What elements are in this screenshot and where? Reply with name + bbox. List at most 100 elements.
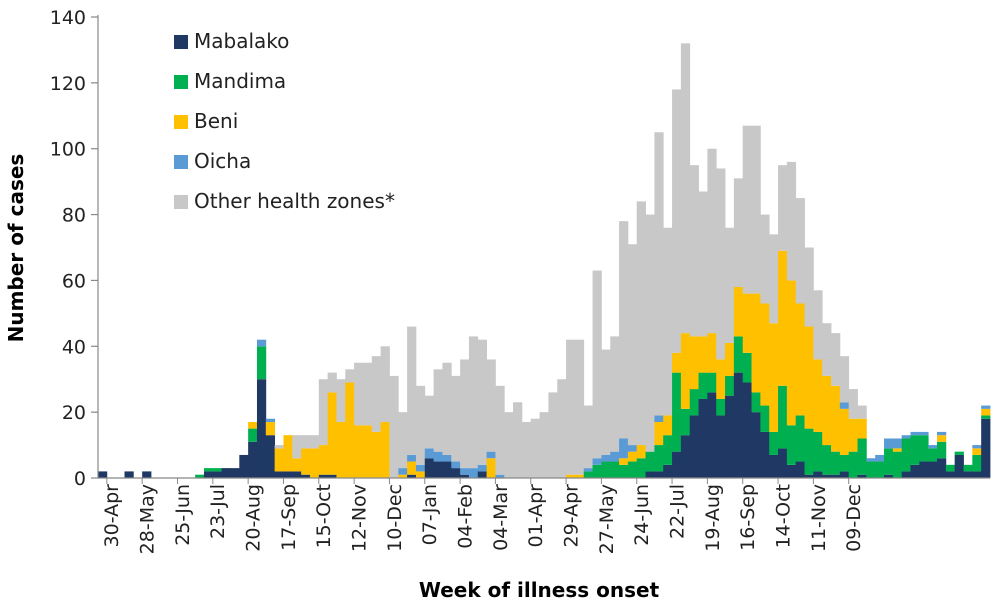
bar-mandima-week-81 xyxy=(813,431,823,472)
bar-beni-week-23 xyxy=(301,448,311,475)
bar-mandima-week-84 xyxy=(839,454,850,472)
bar-mandima-week-69 xyxy=(707,372,717,393)
bar-mabalako-week-91 xyxy=(901,471,911,478)
bar-mandima-week-100 xyxy=(981,415,991,419)
bar-mabalako-week-92 xyxy=(910,464,920,478)
bar-mandima-week-17 xyxy=(248,428,258,442)
bar-oicha-week-44 xyxy=(486,451,496,459)
x-tick-label-16-Sep: 16-Sep xyxy=(737,484,759,551)
bar-other-health-zones-week-26 xyxy=(327,372,337,393)
bar-mandima-week-12 xyxy=(203,468,214,472)
bar-mabalako-week-22 xyxy=(292,471,302,478)
bar-mabalako-week-65 xyxy=(672,451,682,478)
bar-beni-week-68 xyxy=(698,336,708,373)
bar-beni-week-27 xyxy=(336,422,346,478)
x-tick-label-30-Apr: 30-Apr xyxy=(101,484,123,548)
bar-mandima-week-99 xyxy=(972,454,982,472)
bar-beni-week-90 xyxy=(892,448,903,452)
bar-mandima-week-70 xyxy=(716,398,726,416)
bar-oicha-week-99 xyxy=(972,445,982,449)
bar-beni-week-19 xyxy=(265,422,276,436)
x-tick-label-14-Oct: 14-Oct xyxy=(773,484,795,548)
bar-beni-week-85 xyxy=(848,418,858,452)
bar-beni-week-79 xyxy=(795,303,805,416)
legend-swatch-oicha xyxy=(174,155,188,169)
bar-beni-week-86 xyxy=(857,418,867,439)
bar-mandima-week-62 xyxy=(645,451,655,472)
bar-other-health-zones-week-82 xyxy=(822,323,832,376)
bar-mabalako-week-12 xyxy=(203,471,214,478)
bar-mabalako-week-16 xyxy=(239,454,249,478)
bar-beni-week-54 xyxy=(574,474,585,478)
bar-other-health-zones-week-39 xyxy=(442,362,452,455)
bar-beni-week-81 xyxy=(813,359,823,432)
bar-mandima-week-18 xyxy=(256,346,267,380)
bar-other-health-zones-week-58 xyxy=(610,336,620,452)
y-tick-label-120: 120 xyxy=(50,73,86,95)
bar-other-health-zones-week-46 xyxy=(504,412,514,478)
bar-mabalako-week-18 xyxy=(256,379,267,478)
axes-layer: 0 20 40 60 80 100 120 140 30-Apr 28-May 25-Jun 23-J… xyxy=(50,7,990,554)
bar-other-health-zones-week-49 xyxy=(530,418,540,478)
bar-other-health-zones-week-24 xyxy=(309,435,320,449)
bar-mandima-week-82 xyxy=(822,445,832,475)
bar-mandima-week-61 xyxy=(636,458,646,478)
x-tick-label-11-Nov: 11-Nov xyxy=(808,484,830,552)
bar-other-health-zones-week-43 xyxy=(477,339,487,465)
bar-mabalako-week-35 xyxy=(407,474,417,478)
bar-beni-week-99 xyxy=(972,448,982,455)
bar-beni-week-59 xyxy=(619,458,629,465)
bar-mandima-week-58 xyxy=(610,461,620,478)
bar-mabalako-week-86 xyxy=(857,474,867,478)
bar-oicha-week-63 xyxy=(654,415,664,423)
bar-mabalako-week-94 xyxy=(928,461,938,478)
bar-oicha-week-43 xyxy=(477,464,487,472)
bar-oicha-week-95 xyxy=(937,431,947,436)
x-tick-label-28-May: 28-May xyxy=(137,484,159,554)
bar-oicha-week-39 xyxy=(442,454,452,462)
bar-mandima-week-91 xyxy=(901,438,911,472)
bar-mandima-week-78 xyxy=(786,425,797,465)
bar-beni-week-82 xyxy=(822,375,832,446)
bar-oicha-week-41 xyxy=(460,468,470,475)
bar-mandima-week-63 xyxy=(654,445,664,472)
bar-mabalako-week-21 xyxy=(283,471,293,478)
bar-other-health-zones-week-70 xyxy=(716,168,726,360)
bar-other-health-zones-week-57 xyxy=(601,349,611,455)
bar-other-health-zones-week-77 xyxy=(778,165,788,251)
x-tick-label-25-Jun: 25-Jun xyxy=(172,484,194,546)
x-axis-title: Week of illness onset xyxy=(419,578,660,602)
bar-oicha-week-90 xyxy=(892,438,903,449)
bar-other-health-zones-week-64 xyxy=(663,227,673,416)
bar-other-health-zones-week-84 xyxy=(839,356,850,403)
bar-other-health-zones-week-52 xyxy=(557,379,567,478)
bar-beni-week-67 xyxy=(689,336,699,390)
legend-label-beni: Beni xyxy=(194,109,238,133)
bar-beni-week-77 xyxy=(778,250,788,386)
bar-mabalako-week-78 xyxy=(786,464,797,478)
bar-oicha-week-42 xyxy=(468,468,479,478)
bar-oicha-week-18 xyxy=(256,339,267,347)
bar-mabalako-week-23 xyxy=(301,474,311,478)
bar-other-health-zones-week-45 xyxy=(495,385,505,475)
bar-other-health-zones-week-73 xyxy=(742,125,752,294)
bar-other-health-zones-week-67 xyxy=(689,165,699,337)
bar-mabalako-week-25 xyxy=(318,474,329,478)
bar-other-health-zones-week-72 xyxy=(733,178,744,288)
x-tick-label-29-Apr: 29-Apr xyxy=(561,484,583,548)
bar-mandima-week-90 xyxy=(892,451,903,478)
bar-beni-week-65 xyxy=(672,352,682,373)
bar-other-health-zones-week-79 xyxy=(795,198,805,304)
bar-mandima-week-95 xyxy=(937,441,947,459)
bar-mabalako-week-93 xyxy=(919,461,929,478)
bar-other-health-zones-week-33 xyxy=(389,375,399,478)
bar-mabalako-week-63 xyxy=(654,471,664,478)
bar-other-health-zones-week-23 xyxy=(301,435,311,449)
legend-swatch-beni xyxy=(174,115,188,129)
bar-mabalako-week-81 xyxy=(813,471,823,478)
bar-mabalako-week-89 xyxy=(884,474,894,478)
bar-other-health-zones-week-71 xyxy=(725,227,735,343)
bar-other-health-zones-week-60 xyxy=(627,244,638,446)
bar-mandima-week-96 xyxy=(945,464,956,472)
bar-mandima-week-71 xyxy=(725,375,735,396)
